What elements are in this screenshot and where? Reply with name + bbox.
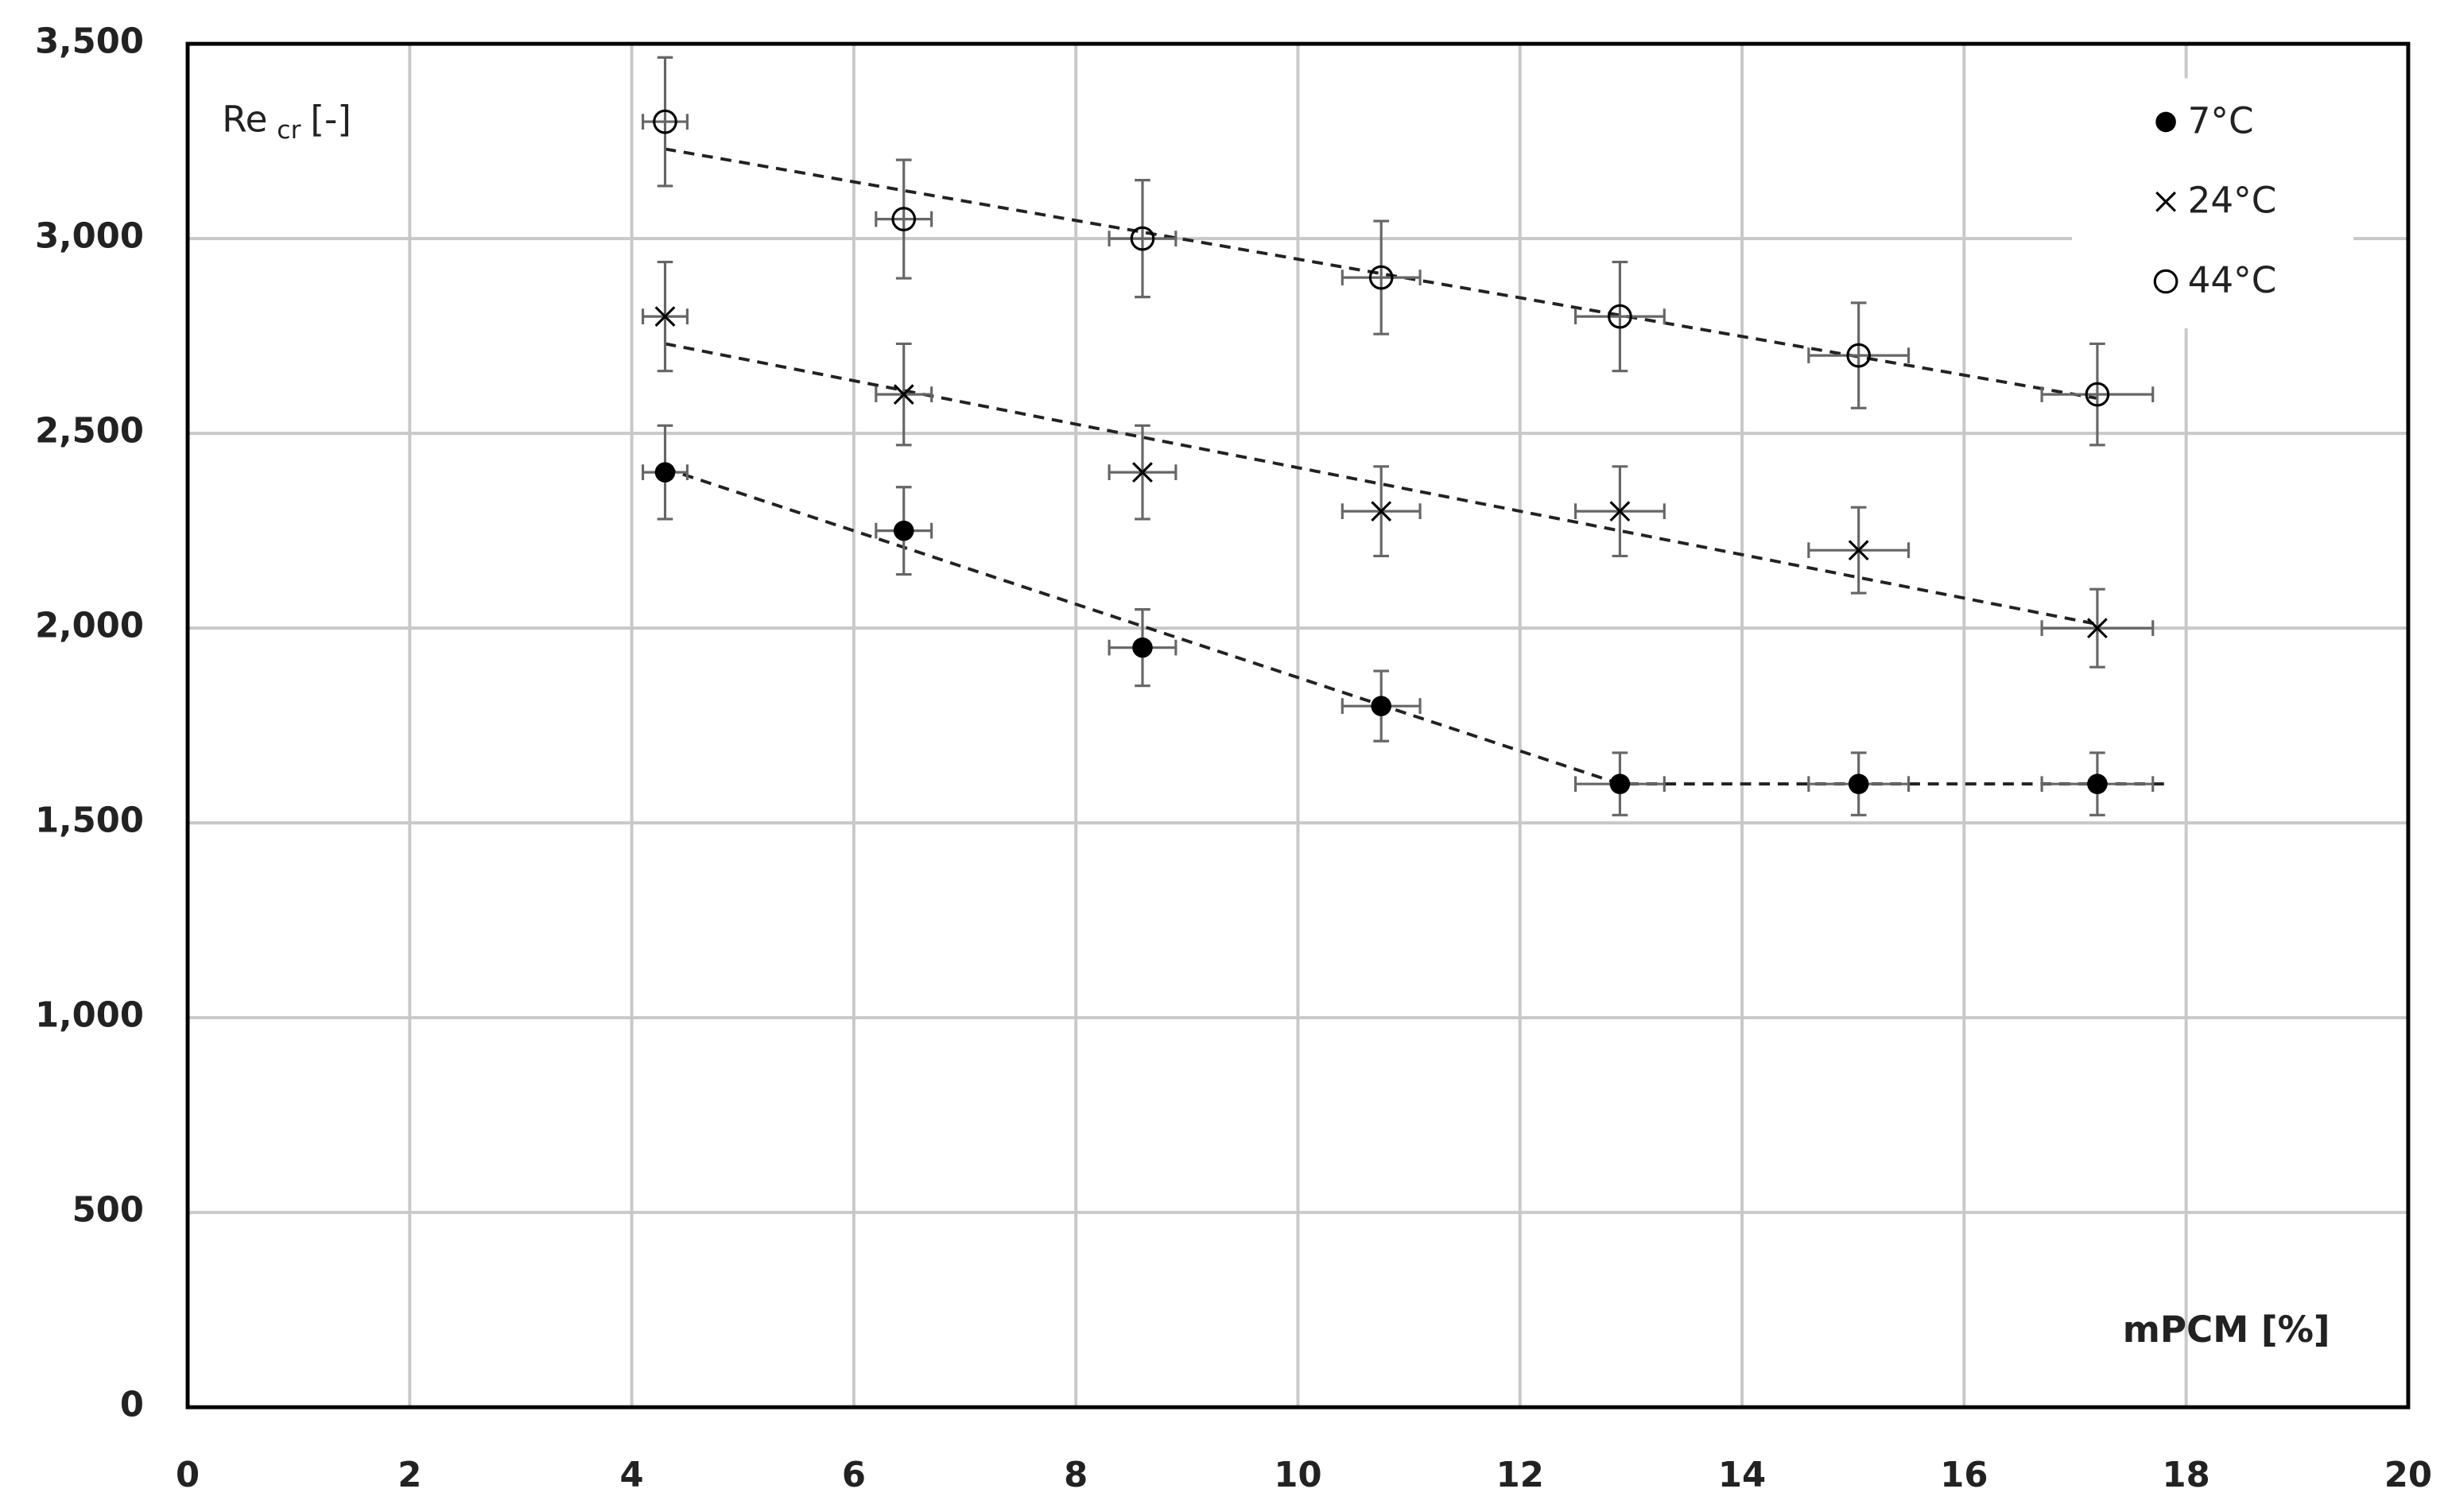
- y-tick-label: 0: [120, 1386, 144, 1425]
- point: [1608, 304, 1632, 329]
- x-axis-label: mPCM [%]: [2123, 1308, 2330, 1351]
- point: [1848, 773, 1869, 794]
- legend-box: [2072, 78, 2354, 329]
- legend-label: 24°C: [2188, 180, 2277, 222]
- y-tick-label: 3,000: [35, 217, 144, 257]
- point: [2087, 773, 2108, 794]
- x-tick-label: 16: [1940, 1456, 1988, 1495]
- x-error-bar: [641, 114, 689, 130]
- y-axis-label: Re cr [-]: [222, 98, 351, 145]
- point: [654, 306, 676, 328]
- x-error-bar: [2040, 386, 2155, 402]
- point: [1132, 462, 1153, 483]
- point: [1848, 540, 1869, 561]
- y-tick-label: 500: [72, 1191, 144, 1231]
- legend-marker: [2155, 111, 2176, 133]
- point: [1132, 637, 1153, 658]
- legend-label: 44°C: [2188, 259, 2277, 301]
- y-axis-label-sub: cr: [277, 116, 301, 145]
- x-error-bar: [1340, 269, 1422, 285]
- point: [893, 520, 914, 541]
- y-tick-label: 1,500: [35, 801, 144, 841]
- x-tick-label: 0: [176, 1456, 200, 1495]
- x-tick-label: 2: [398, 1456, 421, 1495]
- x-error-bar: [1108, 231, 1178, 246]
- point: [653, 109, 677, 134]
- point: [1368, 265, 1394, 290]
- point: [1609, 501, 1631, 522]
- x-tick-label: 4: [620, 1456, 644, 1495]
- point: [1371, 501, 1392, 522]
- x-error-bar: [1574, 308, 1666, 324]
- y-axis-label-suffix: [-]: [310, 98, 351, 140]
- plot-frame: [185, 41, 2411, 1409]
- point: [1371, 696, 1391, 716]
- y-tick-label: 2,000: [35, 607, 144, 646]
- legend-marker: [2153, 269, 2178, 294]
- x-tick-label: 6: [842, 1456, 866, 1495]
- x-tick-label: 18: [2163, 1456, 2210, 1495]
- y-axis-label-main: Re: [222, 98, 267, 140]
- y-tick-label: 2,500: [35, 412, 144, 452]
- point: [654, 462, 676, 483]
- point: [2085, 382, 2110, 407]
- x-tick-label: 20: [2384, 1456, 2432, 1495]
- x-tick-label: 8: [1064, 1456, 1088, 1495]
- point: [2087, 618, 2108, 639]
- point: [1846, 343, 1872, 368]
- x-error-bar: [875, 211, 933, 227]
- point: [891, 207, 917, 231]
- point: [1609, 773, 1631, 794]
- y-tick-label: 3,500: [35, 22, 144, 62]
- x-tick-label: 14: [1718, 1456, 1766, 1495]
- x-tick-label: 10: [1274, 1456, 1321, 1495]
- legend-marker: [2155, 191, 2176, 212]
- point: [1130, 226, 1155, 251]
- legend-label: 7°C: [2188, 99, 2254, 142]
- y-tick-label: 1,000: [35, 996, 144, 1036]
- x-error-bar: [1807, 347, 1911, 363]
- point: [893, 384, 914, 405]
- x-tick-label: 12: [1496, 1456, 1544, 1495]
